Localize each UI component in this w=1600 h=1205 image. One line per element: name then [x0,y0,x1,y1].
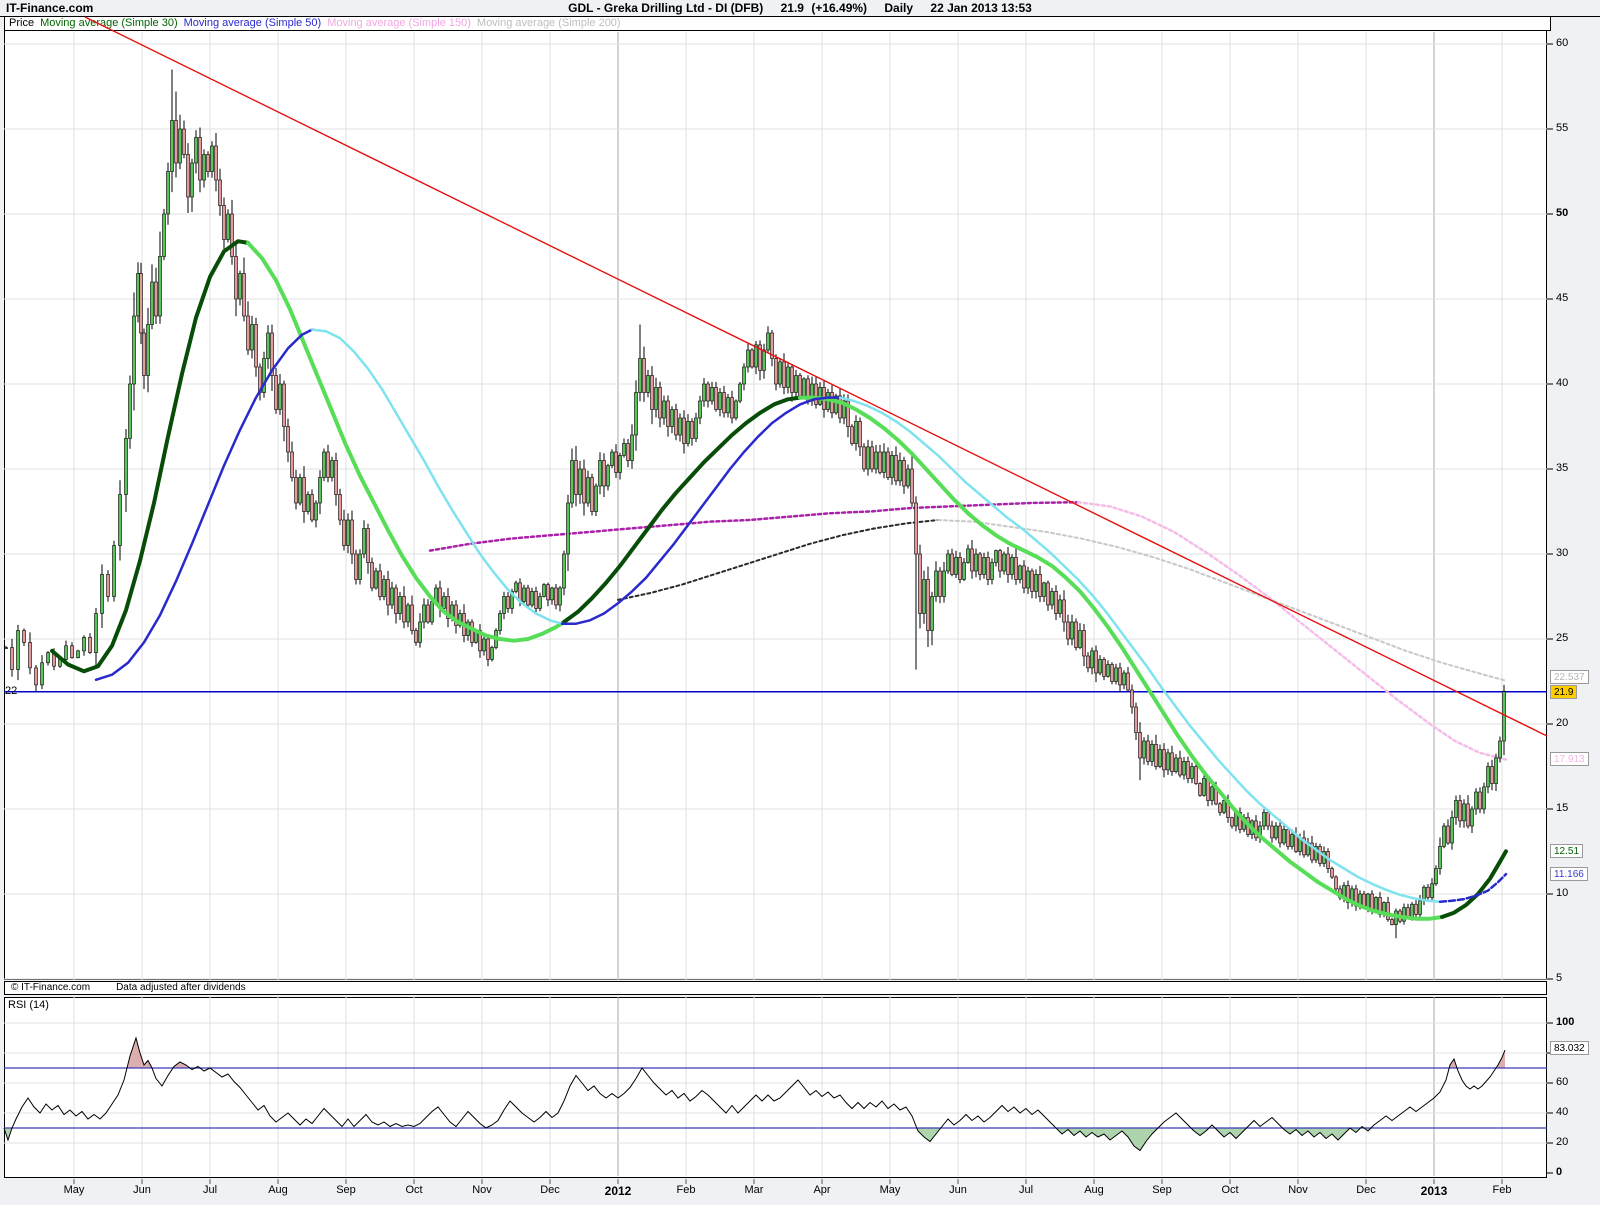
month-label: Jul [202,1184,218,1196]
price-change: (+16.49%) [811,1,868,15]
instrument-name: GDL - Greka Drilling Ltd - DI (DFB) [568,1,764,15]
price-axis-tick: 50 [1556,207,1569,219]
price-value-box: 17.913 [1550,752,1589,767]
month-label: May [63,1184,85,1196]
month-label: Oct [405,1184,423,1196]
price-value-box: 11.166 [1550,867,1588,882]
month-label: Jun [133,1184,151,1196]
month-label: Mar [744,1184,764,1196]
timeframe: Daily [884,1,914,15]
legend-item-0[interactable]: Price [9,17,35,29]
dividend-note: Data adjusted after dividends [116,982,246,993]
month-label: Aug [268,1184,288,1196]
price-chart-panel[interactable] [4,17,1547,980]
price-axis-tick: 30 [1556,547,1569,559]
price-axis-tick: 45 [1556,292,1569,304]
copyright-bar: © IT-Finance.com Data adjusted after divi… [4,981,1547,995]
price-value-box: 21.9 [1550,684,1578,699]
price-axis-tick: 20 [1556,717,1569,729]
price-axis-tick: 15 [1556,802,1569,814]
month-label: Dec [540,1184,560,1196]
rsi-axis-tick: 0 [1556,1166,1563,1178]
price-axis-tick: 5 [1556,972,1563,984]
rsi-panel[interactable] [4,997,1547,1178]
month-label: Jun [949,1184,967,1196]
month-label: Sep [1152,1184,1172,1196]
month-label: Apr [813,1184,831,1196]
rsi-axis-tick: 40 [1556,1106,1569,1118]
price-axis-tick: 25 [1556,632,1569,644]
month-label: Sep [336,1184,356,1196]
month-label: Nov [1288,1184,1308,1196]
last-price: 21.9 [780,1,804,15]
rsi-axis-tick: 20 [1556,1136,1569,1148]
month-label: May [879,1184,901,1196]
indicator-legend: Price Moving average (Simple 30) Moving av… [4,17,1551,31]
month-label: 2013 [1420,1184,1448,1198]
month-label: Nov [472,1184,492,1196]
rsi-axis-tick: 60 [1556,1076,1569,1088]
price-axis-tick: 35 [1556,462,1569,474]
rsi-axis-tick: 100 [1556,1016,1575,1028]
chart-title: GDL - Greka Drilling Ltd - DI (DFB) 21.9… [0,1,1600,15]
month-label: Oct [1221,1184,1239,1196]
header-bar: IT-Finance.com GDL - Greka Drilling Ltd … [0,0,1600,17]
month-label: Aug [1084,1184,1104,1196]
legend-item-4[interactable]: Moving average (Simple 200) [476,17,621,29]
legend-item-2[interactable]: Moving average (Simple 50) [183,17,322,29]
month-label: Feb [1492,1184,1512,1196]
rsi-value-box: 83.032 [1550,1041,1589,1056]
month-label: 2012 [604,1184,632,1198]
price-axis-tick: 40 [1556,377,1569,389]
price-value-box: 22.537 [1550,669,1589,684]
price-axis-tick: 55 [1556,122,1569,134]
month-label: Jul [1018,1184,1034,1196]
legend-item-1[interactable]: Moving average (Simple 30) [40,17,178,29]
hline-left-value: 22 [5,684,18,697]
month-label: Feb [676,1184,696,1196]
app-brand: IT-Finance.com [6,1,94,15]
legend-item-3[interactable]: Moving average (Simple 150) [327,17,471,29]
quote-timestamp: 22 Jan 2013 13:53 [930,1,1032,15]
copyright-text: © IT-Finance.com [11,982,91,993]
rsi-indicator-label: RSI (14) [8,999,49,1011]
price-value-box: 12.51 [1550,844,1584,859]
price-axis-tick: 10 [1556,887,1569,899]
price-axis-tick: 60 [1556,37,1569,49]
month-label: Dec [1356,1184,1376,1196]
